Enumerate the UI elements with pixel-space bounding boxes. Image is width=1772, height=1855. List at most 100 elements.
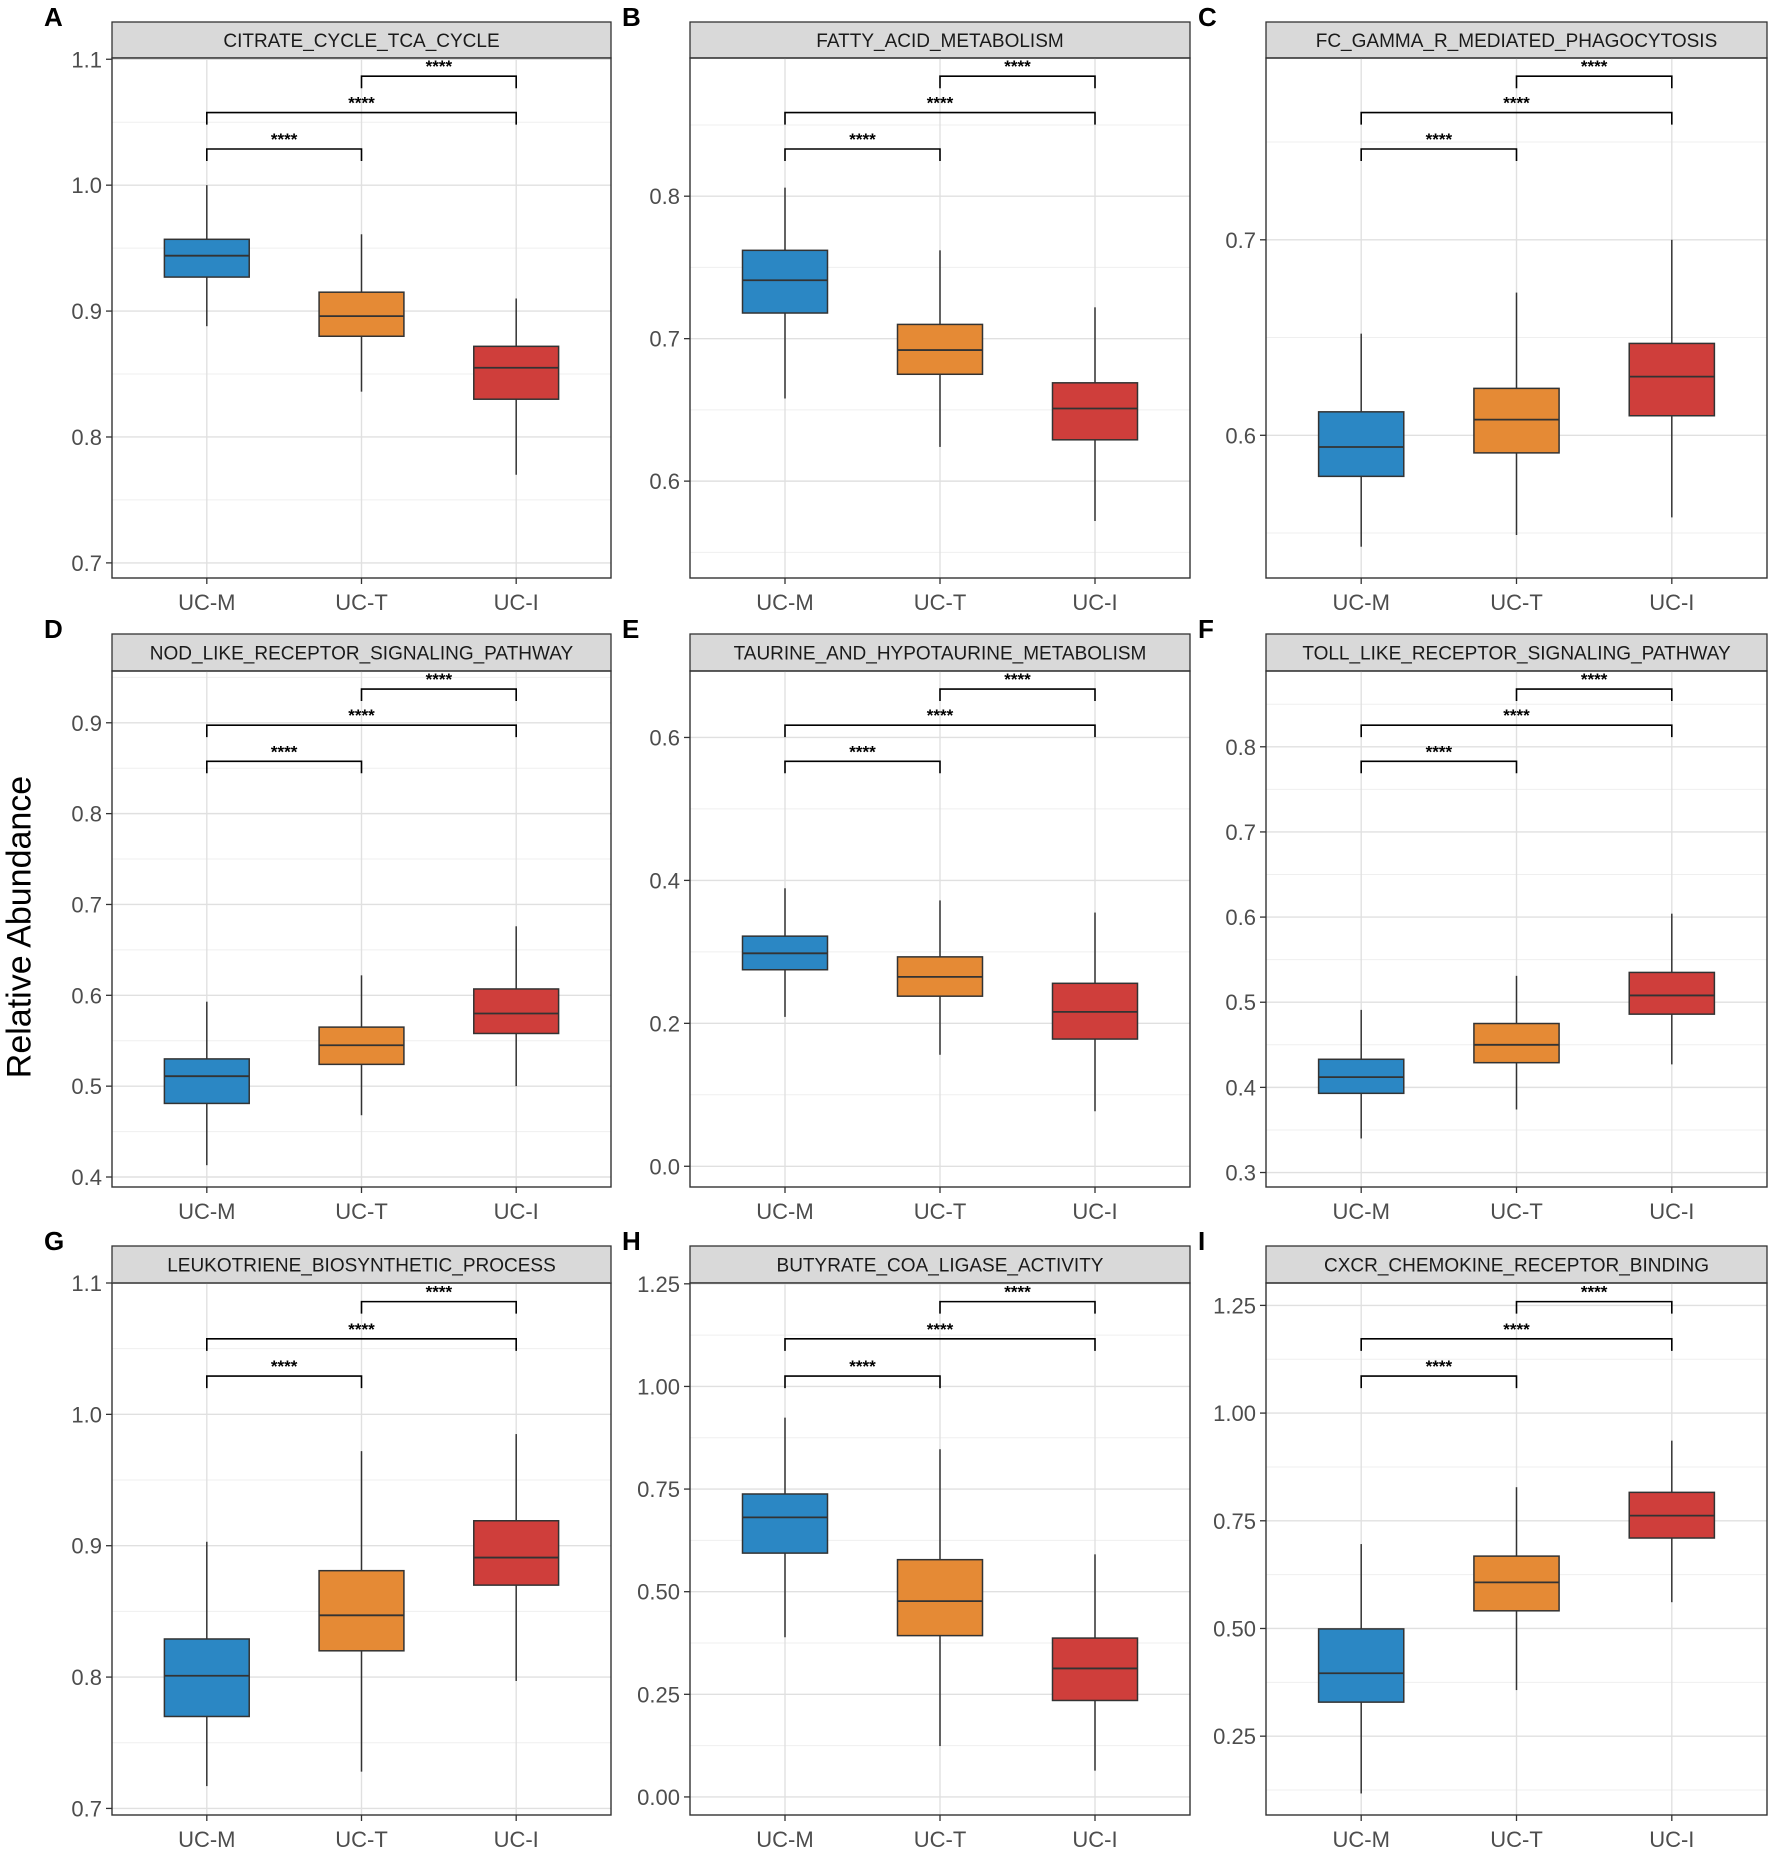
significance-bracket — [784, 1338, 1096, 1351]
panel-title: TAURINE_AND_HYPOTAURINE_METABOLISM — [734, 644, 1147, 665]
y-tick-label: 0.25 — [637, 1682, 680, 1707]
panel-letter: H — [622, 1226, 641, 1256]
y-tick-label: 0.75 — [637, 1477, 680, 1502]
x-tick-label: UC-T — [914, 1827, 967, 1852]
significance-label: **** — [1004, 57, 1031, 76]
box-uc-m — [163, 1058, 250, 1105]
box-uc-m — [741, 1493, 829, 1554]
significance-bracket — [1515, 75, 1673, 89]
panel-title: FATTY_ACID_METABOLISM — [816, 31, 1063, 52]
y-tick-label: 1.00 — [1213, 1401, 1256, 1426]
y-tick-label: 0.7 — [71, 892, 102, 917]
box-uc-i — [473, 988, 560, 1035]
box-uc-t — [318, 291, 405, 338]
x-tick-label: UC-I — [1072, 590, 1117, 615]
x-tick-label: UC-T — [914, 590, 967, 615]
significance-bracket — [939, 1300, 1096, 1314]
x-tick-label: UC-M — [178, 1827, 235, 1852]
significance-bracket — [1360, 111, 1673, 125]
significance-bracket — [1515, 1300, 1673, 1314]
significance-bracket — [1515, 688, 1673, 702]
significance-label: **** — [271, 742, 298, 761]
significance-bracket — [1360, 1375, 1518, 1389]
y-tick-label: 0.4 — [1225, 1075, 1256, 1100]
significance-bracket — [784, 724, 1096, 738]
y-tick-label: 1.0 — [71, 1402, 102, 1427]
significance-bracket — [206, 724, 517, 738]
panel-title: CXCR_CHEMOKINE_RECEPTOR_BINDING — [1324, 1256, 1709, 1277]
x-tick-label: UC-T — [914, 1199, 967, 1224]
y-tick-label: 1.1 — [71, 47, 102, 72]
significance-label: **** — [1426, 742, 1453, 761]
y-tick-label: 0.5 — [71, 1074, 102, 1099]
significance-label: **** — [1503, 706, 1530, 725]
panel-title: BUTYRATE_COA_LIGASE_ACTIVITY — [777, 1256, 1104, 1277]
panel-letter: D — [44, 614, 63, 644]
panel-strip — [1265, 21, 1768, 59]
significance-label: **** — [849, 742, 876, 761]
y-tick-label: 0.4 — [649, 868, 680, 893]
panel-d: D NOD_LIKE_RECEPTOR_SIGNALING_PATHWAY 0.4 0… — [44, 614, 612, 1224]
panel-title: LEUKOTRIENE_BIOSYNTHETIC_PROCESS — [167, 1256, 556, 1277]
significance-label: **** — [348, 706, 375, 725]
y-tick-label: 0.00 — [637, 1785, 680, 1810]
x-tick-label: UC-I — [1072, 1199, 1117, 1224]
y-tick-label: 0.7 — [1225, 228, 1256, 253]
significance-bracket — [206, 1338, 517, 1351]
x-tick-label: UC-T — [335, 1199, 388, 1224]
box-uc-i — [1628, 971, 1716, 1015]
panel-letter: G — [44, 1226, 64, 1256]
box-uc-m — [741, 249, 829, 314]
significance-bracket — [206, 760, 363, 774]
y-tick-label: 0.8 — [649, 184, 680, 209]
panel-i: I CXCR_CHEMOKINE_RECEPTOR_BINDING 0.25 0.50… — [1198, 1226, 1768, 1852]
y-tick-label: 0.50 — [637, 1580, 680, 1605]
panel-strip — [1265, 1245, 1768, 1284]
panel-strip — [1265, 633, 1768, 672]
x-tick-label: UC-M — [756, 1199, 813, 1224]
y-tick-label: 0.9 — [71, 299, 102, 324]
panel-title: CITRATE_CYCLE_TCA_CYCLE — [223, 31, 499, 52]
panel-e: E TAURINE_AND_HYPOTAURINE_METABOLISM 0.0 0.… — [622, 614, 1191, 1224]
box-uc-t — [896, 1558, 984, 1637]
significance-label: **** — [849, 1357, 876, 1376]
panel-b: B FATTY_ACID_METABOLISM 0.6 0.7 0.8 UC-M UC-T U… — [622, 2, 1191, 615]
significance-bracket — [1360, 724, 1673, 738]
significance-label: **** — [271, 1357, 298, 1376]
panel-strip — [689, 21, 1191, 59]
box-uc-t — [318, 1569, 405, 1652]
significance-label: **** — [927, 94, 954, 113]
significance-bracket — [360, 1300, 517, 1314]
x-tick-label: UC-T — [335, 1827, 388, 1852]
x-tick-label: UC-I — [1649, 1199, 1694, 1224]
box-uc-t — [1473, 1555, 1560, 1612]
x-tick-label: UC-M — [1332, 1827, 1389, 1852]
y-tick-label: 0.8 — [1225, 735, 1256, 760]
y-tick-label: 0.6 — [649, 725, 680, 750]
box-uc-i — [1051, 382, 1139, 441]
x-tick-label: UC-M — [178, 1199, 235, 1224]
y-tick-label: 0.7 — [71, 1796, 102, 1821]
significance-label: **** — [1426, 130, 1453, 149]
y-tick-label: 1.25 — [637, 1272, 680, 1297]
significance-bracket — [206, 1375, 363, 1389]
significance-bracket — [784, 760, 941, 774]
significance-label: **** — [927, 706, 954, 725]
y-tick-label: 0.8 — [71, 1665, 102, 1690]
x-tick-label: UC-T — [1490, 1199, 1543, 1224]
box-uc-t — [1473, 387, 1560, 454]
panel-letter: E — [622, 614, 639, 644]
y-tick-label: 0.6 — [1225, 905, 1256, 930]
y-tick-label: 0.25 — [1213, 1724, 1256, 1749]
y-tick-label: 0.7 — [1225, 820, 1256, 845]
y-tick-label: 0.3 — [1225, 1161, 1256, 1186]
significance-label: **** — [1581, 57, 1608, 76]
x-tick-label: UC-M — [756, 1827, 813, 1852]
box-uc-i — [473, 345, 560, 400]
significance-bracket — [939, 688, 1096, 702]
y-tick-label: 0.7 — [71, 551, 102, 576]
significance-bracket — [784, 148, 941, 161]
y-tick-label: 0.6 — [649, 469, 680, 494]
y-tick-label: 0.9 — [71, 1534, 102, 1559]
